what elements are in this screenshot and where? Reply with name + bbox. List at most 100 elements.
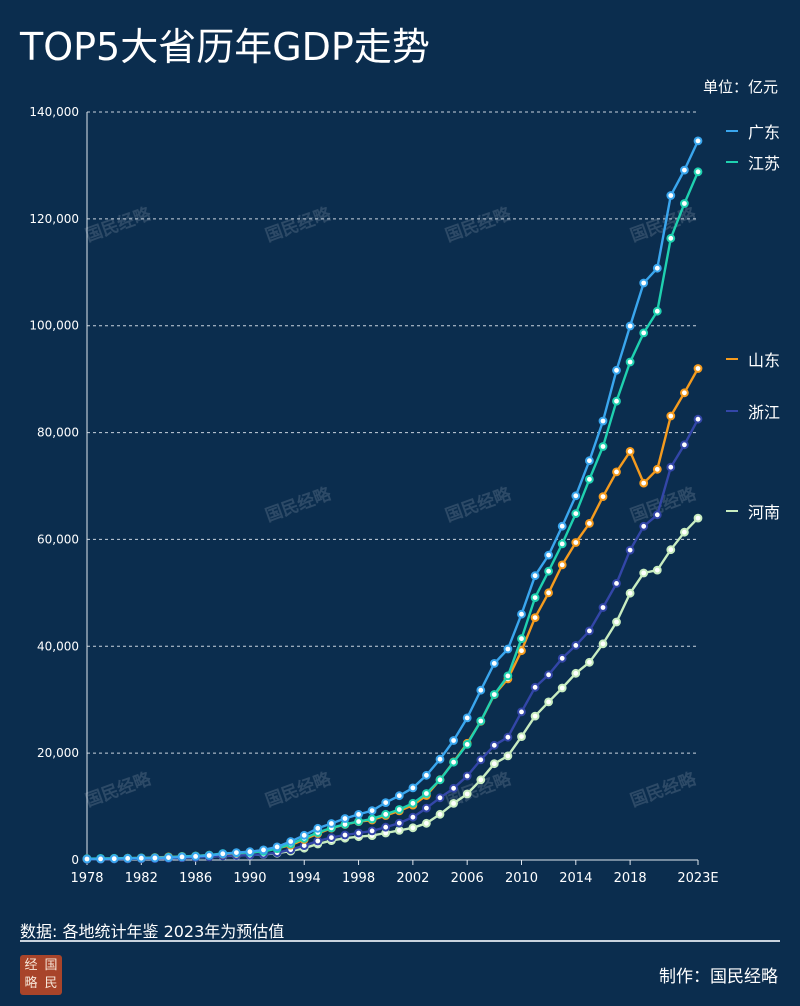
data-point [557, 683, 567, 693]
legend-item: 河南 [726, 499, 780, 523]
data-point [503, 732, 513, 742]
data-point [340, 830, 350, 840]
y-tick-label: 140,000 [29, 105, 79, 119]
data-point [381, 822, 391, 832]
data-point [639, 328, 649, 338]
data-point [381, 798, 391, 807]
series-line [86, 517, 699, 861]
data-point [530, 711, 540, 721]
data-point [666, 545, 676, 555]
data-point [598, 416, 608, 426]
legend-label: 山东 [748, 351, 781, 370]
seal-char: 民 [44, 976, 58, 991]
x-tick-label: 1990 [233, 871, 266, 886]
data-point [639, 568, 649, 578]
data-point [517, 609, 526, 619]
data-point [381, 809, 391, 819]
data-point [530, 571, 540, 581]
watermark: 国民经略 [443, 483, 515, 526]
data-point [503, 671, 513, 681]
data-point [612, 579, 621, 588]
data-point [408, 798, 418, 808]
y-tick-label: 80,000 [37, 426, 79, 440]
data-point [693, 136, 703, 146]
data-point [123, 854, 133, 863]
data-point [544, 588, 553, 598]
data-point [367, 826, 377, 836]
series-河南 [82, 513, 703, 864]
data-point [408, 812, 418, 822]
data-point [517, 707, 526, 717]
data-point [272, 842, 282, 852]
data-point [476, 685, 486, 695]
data-point [489, 659, 499, 668]
series-广东 [82, 136, 703, 864]
y-tick-label: 120,000 [29, 212, 79, 226]
data-point [612, 396, 621, 406]
data-point [598, 442, 608, 451]
data-point [449, 799, 459, 808]
data-point [462, 771, 472, 781]
watermark: 国民经略 [83, 203, 155, 246]
watermark: 国民经略 [263, 483, 335, 526]
data-point [340, 814, 350, 823]
legend-swatch [726, 358, 738, 360]
data-point [625, 357, 635, 367]
data-point [136, 853, 146, 863]
data-point [462, 740, 472, 749]
data-point [666, 462, 676, 472]
data-point [422, 803, 431, 813]
data-point [286, 837, 296, 846]
watermark: 国民经略 [443, 203, 515, 246]
data-point [680, 165, 689, 175]
data-point [652, 306, 662, 316]
data-point [462, 713, 472, 723]
data-point [435, 793, 445, 803]
axes: 0 20,000 40,000 60,000 80,000 100,000 120,000 1… [29, 105, 718, 886]
data-point [652, 464, 662, 474]
x-tick-label: 1994 [288, 871, 321, 886]
footer-divider [20, 940, 780, 942]
series-浙江 [82, 414, 703, 864]
data-point [354, 810, 364, 819]
watermark: 国民经略 [83, 768, 155, 811]
data-point [435, 809, 445, 819]
data-point [571, 509, 581, 518]
legend-label: 河南 [748, 503, 781, 522]
data-point [245, 847, 255, 857]
data-point [544, 550, 553, 560]
data-point [598, 603, 608, 612]
y-tick-label: 0 [71, 853, 79, 867]
series-山东 [82, 364, 703, 864]
brand-seal-logo: 经 国 略 民 [20, 955, 62, 995]
legend-item: 广东 [726, 119, 780, 143]
data-point [394, 826, 404, 835]
data-point [652, 510, 662, 520]
data-point [476, 775, 486, 785]
seal-char: 略 [24, 976, 38, 991]
legend-item: 浙江 [726, 399, 780, 423]
chart-title: TOP5大省历年GDP走势 [20, 25, 430, 69]
series-江苏 [82, 167, 703, 864]
data-point [530, 593, 540, 602]
data-point [367, 814, 377, 824]
data-point [449, 783, 459, 793]
data-point [489, 690, 499, 699]
data-point [680, 388, 689, 398]
data-point [571, 668, 581, 678]
data-point [557, 560, 567, 570]
data-point [598, 492, 608, 502]
data-point [218, 849, 228, 859]
data-point [96, 854, 105, 864]
x-tick-label: 2018 [614, 871, 647, 886]
watermark: 国民经略 [263, 768, 335, 811]
data-point [109, 854, 119, 864]
watermark: 国民经略 [628, 768, 700, 811]
data-point [693, 364, 703, 373]
legend-swatch [726, 510, 738, 512]
data-point [625, 588, 635, 598]
data-point [680, 440, 689, 450]
data-point [177, 852, 187, 862]
data-point [625, 545, 635, 555]
y-tick-label: 20,000 [37, 746, 79, 760]
